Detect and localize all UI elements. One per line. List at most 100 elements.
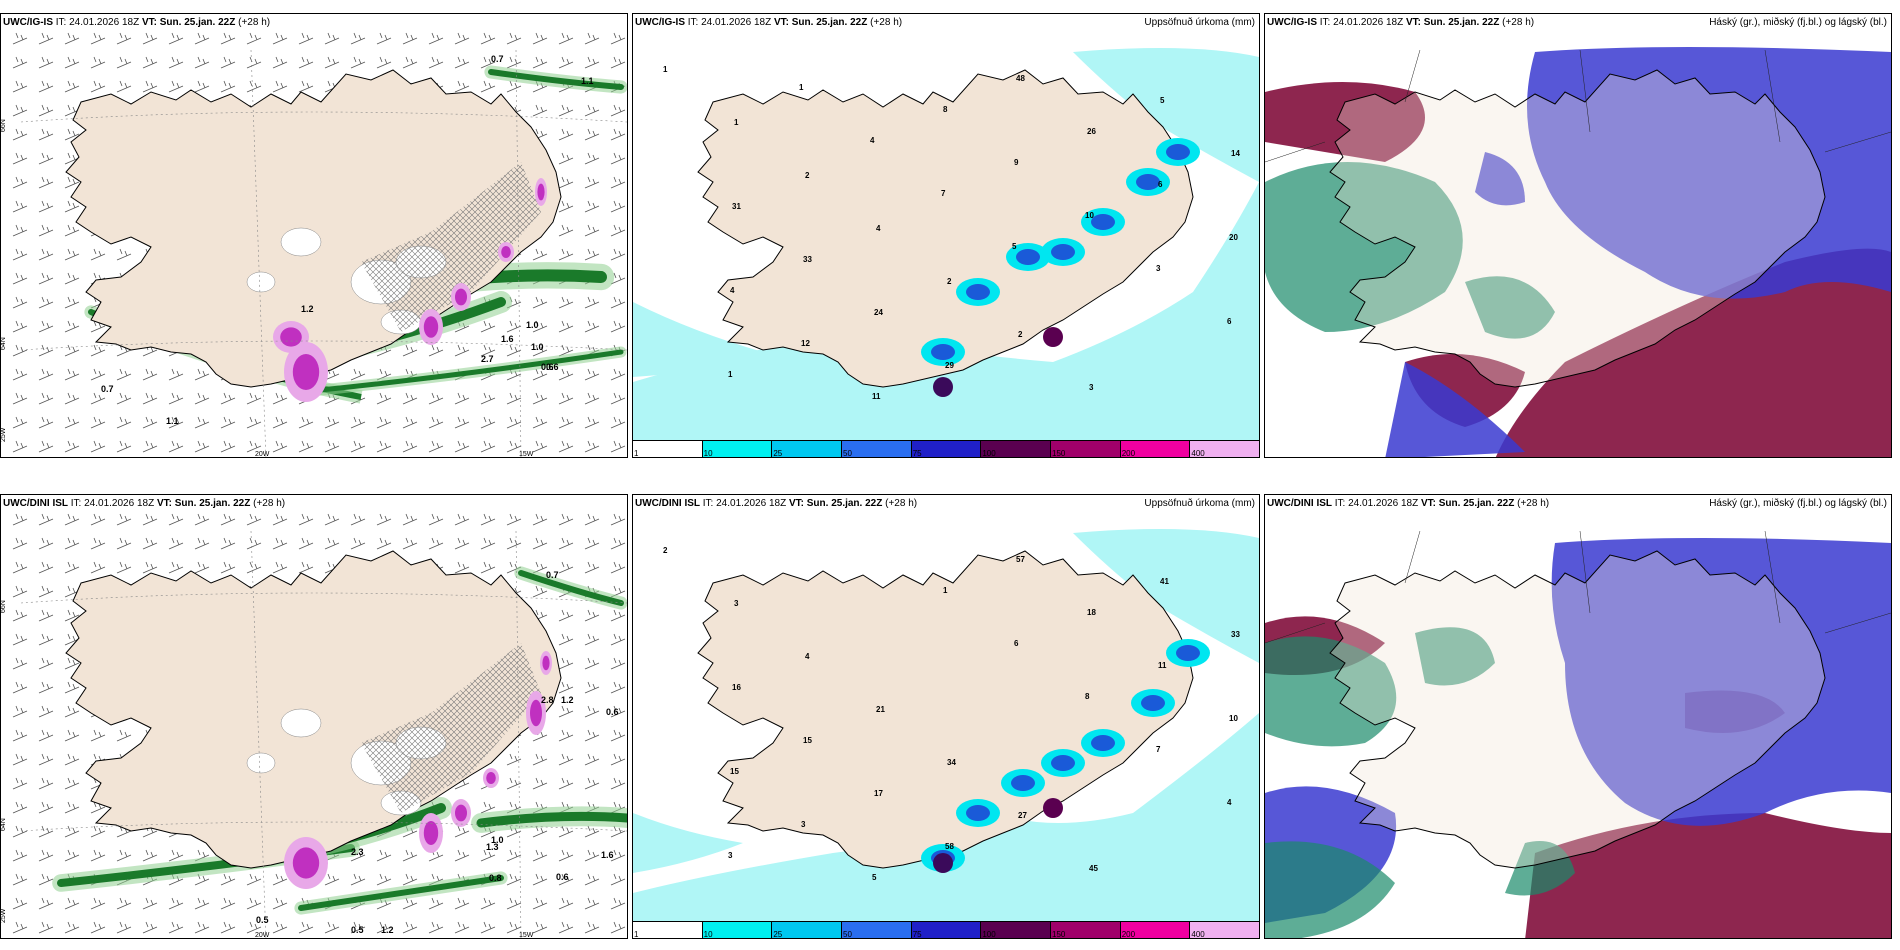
precip-value: 6 bbox=[1014, 639, 1019, 648]
map-canvas: 1124223514313324294826620412118910361147… bbox=[633, 48, 1259, 441]
it-label: IT: bbox=[68, 498, 85, 509]
lead-time: (+28 h) bbox=[882, 498, 918, 509]
lat-label: 64N bbox=[1, 337, 7, 350]
precip-value: 3 bbox=[1156, 264, 1161, 273]
vt-label: VT: bbox=[154, 498, 175, 509]
colorbar-tick: 50 bbox=[843, 930, 852, 939]
precip-value: 11 bbox=[1158, 661, 1167, 670]
it-label: IT: bbox=[685, 17, 702, 28]
colorbar-tick: 1 bbox=[634, 930, 639, 939]
panel-right-title: Háský (gr.), miðský (fj.bl.) og lágský (… bbox=[1709, 498, 1887, 509]
precip-value: 4 bbox=[805, 652, 810, 661]
purple-areas bbox=[273, 178, 547, 402]
iceland-outline bbox=[1329, 550, 1826, 869]
precip-value: 1 bbox=[728, 370, 733, 379]
precip-value: 48 bbox=[1016, 74, 1025, 83]
heavy-precip-band bbox=[921, 138, 1200, 397]
wind-value: 0.5 bbox=[351, 925, 364, 935]
wind-value: 2.7 bbox=[481, 354, 494, 364]
colorbar-segment: 10 bbox=[702, 922, 773, 939]
precip-value: 34 bbox=[947, 758, 956, 767]
high-cloud-area bbox=[1265, 162, 1463, 332]
colorbar-segment: 100 bbox=[981, 922, 1052, 939]
cloud-panel-igis: UWC/IG-IS IT: 24.01.2026 18Z VT: Sun. 25… bbox=[1264, 13, 1892, 458]
precip-value: 9 bbox=[1014, 158, 1019, 167]
valid-time: Sun. 25.jan. 22Z bbox=[1423, 17, 1500, 28]
iceland-landmass bbox=[697, 69, 1194, 388]
graticule bbox=[1265, 49, 1891, 163]
iceland-outline bbox=[1329, 69, 1826, 388]
wind-value: 1.2 bbox=[301, 304, 314, 314]
mid-cloud-area bbox=[1385, 362, 1525, 457]
precip-value: 12 bbox=[801, 339, 810, 348]
precip-panel-dini: 2 3 4 21 34 27 45 41 33 16 15 17 58 57 18 11 10 15 3 5 1 6 8 7 4… bbox=[632, 494, 1260, 939]
wind-value: 0.6 bbox=[541, 362, 554, 372]
panel-header: UWC/DINI ISL IT: 24.01.2026 18Z VT: Sun.… bbox=[635, 498, 917, 510]
graticule bbox=[20, 530, 627, 938]
lon-label: 15W bbox=[519, 451, 534, 458]
precip-value: 6 bbox=[1158, 180, 1163, 189]
panel-header: UWC/DINI ISL IT: 24.01.2026 18Z VT: Sun.… bbox=[3, 498, 285, 510]
lat-label: 25W bbox=[1, 908, 7, 923]
precip-value: 16 bbox=[732, 683, 741, 692]
colorbar-tick: 75 bbox=[912, 930, 922, 939]
precip-value: 45 bbox=[1089, 864, 1098, 873]
colorbar-tick: 10 bbox=[703, 930, 713, 939]
colorbar-segment: 25 bbox=[772, 922, 843, 939]
panel-header: UWC/IG-IS IT: 24.01.2026 18Z VT: Sun. 25… bbox=[635, 17, 902, 29]
colorbar-tick: 1 bbox=[634, 449, 639, 458]
lead-time: (+28 h) bbox=[867, 17, 903, 28]
precip-value: 21 bbox=[876, 705, 885, 714]
colorbar-segment: 400 bbox=[1190, 441, 1259, 457]
precip-value: 31 bbox=[732, 202, 741, 211]
precip-panel-igis: 1 1 2 4 2 2 3 5 14 31 33 24 29 48 26 6 20 4 12 11 8 9 10 3 6 1 1 4 7… bbox=[632, 13, 1260, 458]
precip-value: 1 bbox=[663, 65, 668, 74]
precip-value: 26 bbox=[1087, 127, 1096, 136]
valid-time: Sun. 25.jan. 22Z bbox=[174, 498, 251, 509]
colorbar-segment: 200 bbox=[1120, 441, 1191, 457]
panel-right-title: Uppsöfnuð úrkoma (mm) bbox=[1144, 498, 1255, 509]
precip-value: 15 bbox=[803, 736, 812, 745]
precip-value: 14 bbox=[1231, 149, 1240, 158]
precip-value: 6 bbox=[1227, 317, 1232, 326]
colorbar-segment: 150 bbox=[1051, 441, 1121, 457]
high-cloud-area bbox=[1505, 841, 1575, 896]
mid-cloud-area bbox=[1551, 538, 1891, 826]
glacier bbox=[246, 752, 276, 774]
colorbar-tick: 50 bbox=[843, 449, 852, 458]
map-canvas bbox=[1265, 530, 1891, 938]
it-label: IT: bbox=[700, 498, 717, 509]
precip-value: 4 bbox=[730, 286, 735, 295]
lead-time: (+28 h) bbox=[1499, 17, 1535, 28]
precip-values: 1124223514313324294826620412118910361147… bbox=[663, 65, 1240, 401]
lon-label: 20W bbox=[255, 451, 270, 458]
colorbar-tick: 100 bbox=[982, 930, 996, 939]
precip-value: 8 bbox=[943, 105, 948, 114]
it-label: IT: bbox=[1317, 17, 1334, 28]
cloud-panel-dini: UWC/DINI ISL IT: 24.01.2026 18Z VT: Sun.… bbox=[1264, 494, 1892, 939]
model-name: UWC/IG-IS bbox=[1267, 17, 1317, 28]
lead-time: (+28 h) bbox=[235, 17, 271, 28]
precip-value: 10 bbox=[1229, 714, 1238, 723]
colorbar-segment: 75 bbox=[911, 922, 982, 939]
precip-value: 8 bbox=[1085, 692, 1090, 701]
graticule bbox=[1265, 530, 1891, 644]
valid-time: Sun. 25.jan. 22Z bbox=[1438, 498, 1515, 509]
colorbar-segment: 25 bbox=[772, 441, 843, 458]
precip-value: 58 bbox=[945, 842, 954, 851]
colorbar-segment: 150 bbox=[1051, 922, 1121, 938]
wind-panel-igis: 66N 64N 25W 20W 15W 0.7 1.1 0.7 1.0 1.0 0.6 2.7 0.6 1… bbox=[0, 13, 628, 458]
precip-value: 33 bbox=[803, 255, 812, 264]
precip-value: 3 bbox=[728, 851, 733, 860]
colorbar-tick: 25 bbox=[773, 930, 783, 939]
mid-cloud-area bbox=[1527, 47, 1891, 299]
vt-label: VT: bbox=[1418, 498, 1439, 509]
colorbar-tick: 25 bbox=[773, 449, 783, 458]
wind-value: 0.7 bbox=[491, 54, 504, 64]
mid-cloud-area bbox=[1475, 152, 1525, 206]
precip-value: 18 bbox=[1087, 608, 1096, 617]
precip-value: 3 bbox=[734, 599, 739, 608]
colorbar-segment: 400 bbox=[1190, 922, 1259, 938]
init-time: 24.01.2026 18Z bbox=[84, 498, 155, 509]
it-label: IT: bbox=[53, 17, 70, 28]
